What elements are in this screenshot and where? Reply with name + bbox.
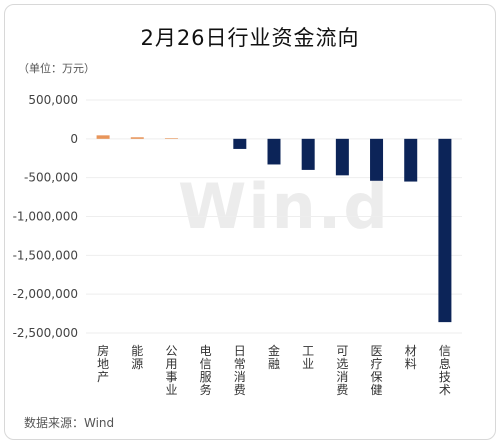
bar (96, 135, 110, 139)
bar (404, 138, 418, 182)
category-label: 工业 (302, 344, 314, 371)
y-tick-label: 500,000 (28, 93, 78, 107)
chart-title: 2月26日行业资金流向 (140, 26, 360, 50)
category-label: 房地产 (97, 343, 109, 384)
category-label: 信息技术 (439, 344, 451, 397)
category-label: 能源 (131, 344, 143, 371)
source-note: 数据来源：Wind (24, 416, 115, 430)
bar (370, 138, 384, 181)
y-tick-label: -1,500,000 (13, 248, 78, 262)
unit-label: （单位：万元） (18, 62, 95, 75)
chart-card (4, 4, 496, 440)
y-tick-label: -500,000 (24, 171, 78, 185)
category-label: 医疗保健 (371, 344, 383, 397)
watermark-logo: Win.d (178, 170, 390, 243)
bar (438, 138, 452, 323)
bar (233, 138, 247, 149)
category-label: 电信服务 (200, 344, 212, 397)
bar (301, 138, 315, 170)
bar (335, 138, 349, 176)
y-tick-label: -1,000,000 (13, 210, 78, 224)
y-tick-label: 0 (70, 132, 78, 146)
y-tick-label: -2,500,000 (13, 326, 78, 340)
bar (164, 138, 178, 139)
category-label: 材料 (405, 344, 417, 371)
bar (267, 138, 281, 165)
bar (130, 137, 144, 139)
category-label: 金融 (268, 343, 280, 371)
category-label: 公用事业 (165, 344, 177, 397)
y-tick-label: -2,000,000 (13, 287, 78, 301)
category-label: 可选消费 (336, 344, 348, 397)
category-label: 日常消费 (234, 344, 246, 397)
